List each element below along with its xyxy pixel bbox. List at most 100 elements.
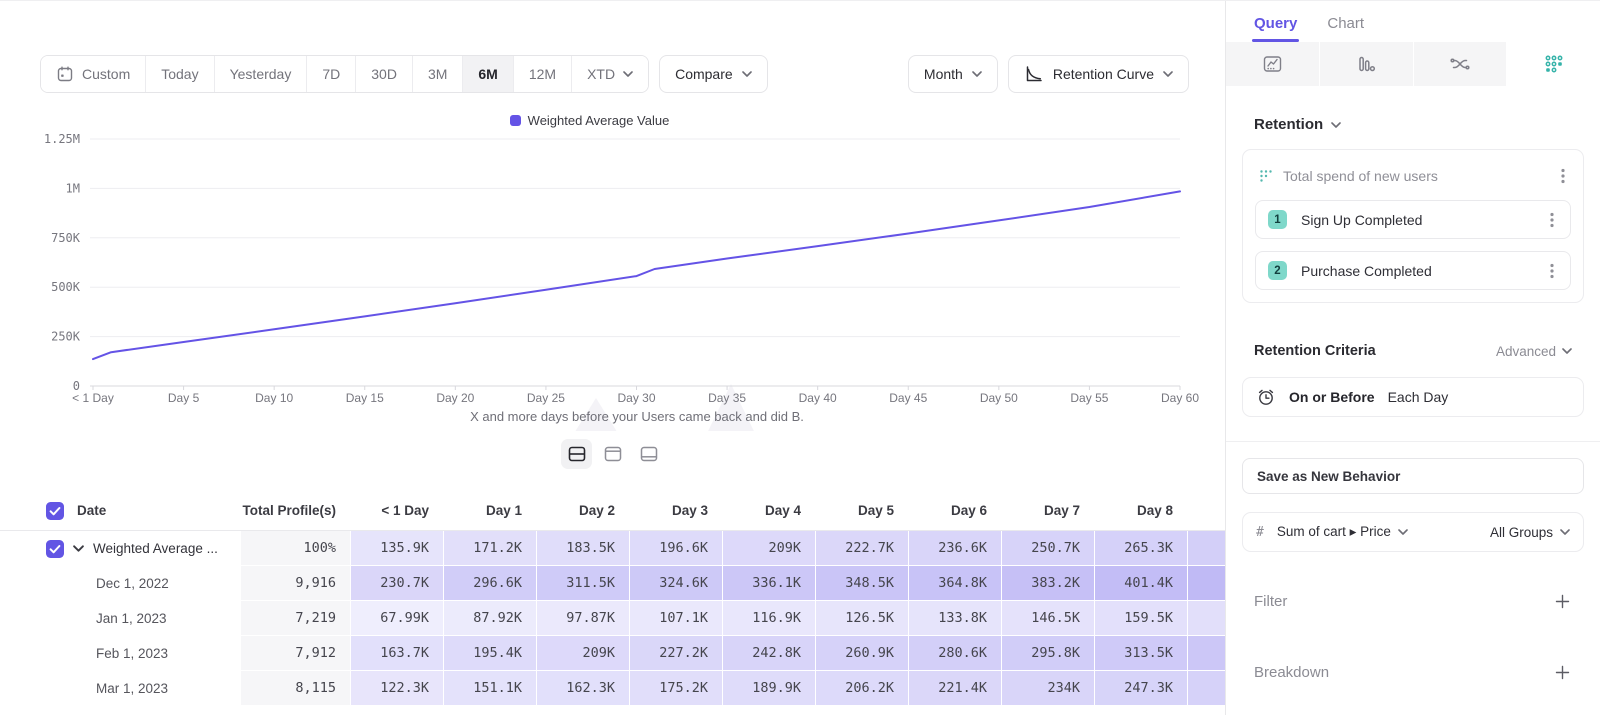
measure-card[interactable]: # Sum of cart ▸ Price All Groups [1242, 512, 1584, 552]
retention-cell[interactable]: 336.1K [722, 566, 815, 601]
checkbox-checked-icon[interactable] [46, 540, 64, 558]
retention-cell[interactable]: 183.5K [536, 531, 629, 566]
retention-cell[interactable]: 122.3K [350, 671, 443, 706]
retention-cell[interactable]: 364.8K [908, 566, 1001, 601]
retention-cell[interactable]: 311.5K [536, 566, 629, 601]
retention-cell[interactable]: 163.7K [350, 636, 443, 671]
funnels-report-button[interactable] [1319, 42, 1413, 86]
retention-cell[interactable]: 401.4K [1094, 566, 1187, 601]
retention-cell[interactable]: 87.92K [443, 601, 536, 636]
measure-property-dropdown[interactable]: Sum of cart ▸ Price [1277, 524, 1408, 540]
retention-cell[interactable]: 236.6K [908, 531, 1001, 566]
report-type-dropdown[interactable]: Retention [1254, 116, 1572, 133]
behavior-title-row[interactable]: Total spend of new users [1255, 162, 1571, 188]
date-range-3m[interactable]: 3M [413, 56, 463, 92]
retention-cell[interactable]: 189.9K [722, 671, 815, 706]
select-all-checkbox[interactable] [46, 502, 64, 520]
retention-cell[interactable]: 296.6K [443, 566, 536, 601]
groups-dropdown[interactable]: All Groups [1490, 525, 1570, 540]
retention-cell[interactable]: 162.3K [536, 671, 629, 706]
date-range-30d[interactable]: 30D [356, 56, 413, 92]
retention-cell[interactable]: 222.7K [815, 531, 908, 566]
expand-row-icon[interactable] [73, 545, 84, 552]
date-range-xtd[interactable]: XTD [572, 56, 648, 92]
flows-report-button[interactable] [1413, 42, 1507, 86]
date-range-6m[interactable]: 6M [463, 56, 513, 92]
date-range-yesterday[interactable]: Yesterday [215, 56, 308, 92]
retention-cell[interactable]: 209K [536, 636, 629, 671]
criteria-mode-dropdown[interactable]: Advanced [1496, 344, 1572, 359]
granularity-button[interactable]: Month [908, 55, 998, 93]
date-range-12m[interactable]: 12M [514, 56, 572, 92]
retention-cell[interactable]: 234K [1001, 671, 1094, 706]
tab-query[interactable]: Query [1254, 15, 1297, 42]
retention-cell[interactable]: 196.6K [629, 531, 722, 566]
retention-cell[interactable]: 107.1K [629, 601, 722, 636]
row-checkbox[interactable] [46, 540, 64, 558]
retention-cell[interactable]: 348.5K [815, 566, 908, 601]
compare-button[interactable]: Compare [659, 55, 768, 93]
retention-cell[interactable]: 313.5K [1094, 636, 1187, 671]
behavior-step-1[interactable]: 1Sign Up Completed [1255, 200, 1571, 239]
retention-cell[interactable]: 383.2K [1001, 566, 1094, 601]
retention-cell[interactable]: 247.3K [1094, 671, 1187, 706]
retention-cell-partial[interactable] [1187, 531, 1225, 566]
checkbox-checked-icon[interactable] [46, 502, 64, 520]
retention-cell[interactable]: 265.3K [1094, 531, 1187, 566]
retention-cell[interactable]: 195.4K [443, 636, 536, 671]
retention-cell[interactable]: 295.8K [1001, 636, 1094, 671]
retention-cell[interactable]: 116.9K [722, 601, 815, 636]
save-as-new-behavior-button[interactable]: Save as New Behavior [1242, 458, 1584, 494]
retention-cell[interactable]: 221.4K [908, 671, 1001, 706]
chart-only-view-button[interactable] [597, 439, 628, 469]
retention-cell[interactable]: 250.7K [1001, 531, 1094, 566]
retention-cell-partial[interactable] [1187, 671, 1225, 706]
tab-chart[interactable]: Chart [1327, 15, 1364, 42]
chart-type-button[interactable]: Retention Curve [1008, 55, 1189, 93]
retention-report-button[interactable] [1506, 42, 1600, 86]
date-range-7d[interactable]: 7D [307, 56, 356, 92]
retention-cell-partial[interactable] [1187, 636, 1225, 671]
retention-cell[interactable]: 159.5K [1094, 601, 1187, 636]
retention-line-chart[interactable]: 0250K500K750K1M1.25M< 1 DayDay 5Day 10Da… [0, 121, 1225, 431]
retention-cell[interactable]: 126.5K [815, 601, 908, 636]
table-row[interactable]: Weighted Average ...100%135.9K171.2K183.… [0, 531, 1225, 566]
retention-cell[interactable]: 135.9K [350, 531, 443, 566]
behavior-menu-button[interactable] [1557, 166, 1569, 186]
retention-cell[interactable]: 97.87K [536, 601, 629, 636]
table-row[interactable]: Feb 1, 20237,912163.7K195.4K209K227.2K24… [0, 636, 1225, 671]
behavior-title: Total spend of new users [1283, 168, 1438, 184]
retention-cell[interactable]: 242.8K [722, 636, 815, 671]
table-row[interactable]: Dec 1, 20229,916230.7K296.6K311.5K324.6K… [0, 566, 1225, 601]
table-only-view-button[interactable] [633, 439, 664, 469]
retention-cell[interactable]: 260.9K [815, 636, 908, 671]
retention-cell[interactable]: 324.6K [629, 566, 722, 601]
retention-cell[interactable]: 67.99K [350, 601, 443, 636]
add-filter-button[interactable] [1553, 592, 1572, 611]
expand-row-button[interactable] [73, 545, 84, 552]
behavior-steps: 1Sign Up Completed 2Purchase Completed [1255, 200, 1571, 290]
split-view-button[interactable] [561, 439, 592, 469]
retention-cell[interactable]: 280.6K [908, 636, 1001, 671]
insights-report-button[interactable] [1226, 42, 1319, 86]
criteria-window-card[interactable]: On or Before Each Day [1242, 377, 1584, 417]
step-menu-button[interactable] [1546, 261, 1558, 281]
retention-cell[interactable]: 206.2K [815, 671, 908, 706]
behavior-step-2[interactable]: 2Purchase Completed [1255, 251, 1571, 290]
retention-cell[interactable]: 230.7K [350, 566, 443, 601]
retention-cell[interactable]: 146.5K [1001, 601, 1094, 636]
date-range-today[interactable]: Today [146, 56, 214, 92]
add-breakdown-button[interactable] [1553, 663, 1572, 682]
retention-cell[interactable]: 133.8K [908, 601, 1001, 636]
retention-cell-partial[interactable] [1187, 601, 1225, 636]
retention-cell[interactable]: 209K [722, 531, 815, 566]
step-menu-button[interactable] [1546, 210, 1558, 230]
date-range-custom[interactable]: Custom [41, 56, 146, 92]
retention-cell-partial[interactable] [1187, 566, 1225, 601]
retention-cell[interactable]: 151.1K [443, 671, 536, 706]
table-row[interactable]: Jan 1, 20237,21967.99K87.92K97.87K107.1K… [0, 601, 1225, 636]
retention-cell[interactable]: 227.2K [629, 636, 722, 671]
table-row[interactable]: Mar 1, 20238,115122.3K151.1K162.3K175.2K… [0, 671, 1225, 706]
retention-cell[interactable]: 175.2K [629, 671, 722, 706]
retention-cell[interactable]: 171.2K [443, 531, 536, 566]
